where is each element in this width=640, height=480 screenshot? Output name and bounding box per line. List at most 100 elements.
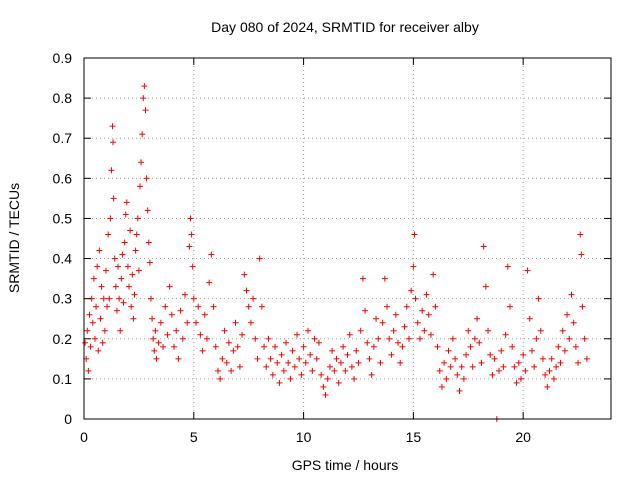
data-point (368, 371, 375, 378)
data-point (228, 367, 235, 374)
data-point (408, 287, 415, 294)
data-point (441, 359, 448, 366)
data-point (537, 327, 544, 334)
data-point (164, 331, 171, 338)
data-point (401, 323, 408, 330)
data-point (234, 343, 241, 350)
data-point (496, 367, 503, 374)
data-point (502, 331, 509, 338)
y-tick-label: 0.9 (53, 50, 73, 66)
data-point (189, 263, 196, 270)
data-point (333, 355, 340, 362)
data-point (511, 363, 518, 370)
data-point (121, 239, 128, 246)
data-point (346, 331, 353, 338)
data-point (108, 167, 115, 174)
data-point (291, 363, 298, 370)
data-point (115, 263, 122, 270)
data-point (269, 371, 276, 378)
data-point (342, 367, 349, 374)
data-point (546, 367, 553, 374)
data-point (109, 123, 116, 130)
data-point (96, 247, 103, 254)
data-point (171, 343, 178, 350)
y-tick-label: 0.4 (53, 251, 73, 267)
data-point (201, 311, 208, 318)
data-point (187, 215, 194, 222)
data-point (144, 207, 151, 214)
data-point (364, 339, 371, 346)
data-point (313, 355, 320, 362)
data-point (566, 335, 573, 342)
data-point (179, 335, 186, 342)
data-point (93, 303, 100, 310)
data-point (366, 355, 373, 362)
data-point (504, 263, 511, 270)
data-point (390, 327, 397, 334)
data-point (107, 215, 114, 222)
data-point (304, 327, 311, 334)
data-point (265, 335, 272, 342)
data-point (199, 347, 206, 354)
data-point (223, 359, 230, 366)
data-point (90, 275, 97, 282)
data-point (149, 315, 156, 322)
data-point (528, 347, 535, 354)
data-point (575, 359, 582, 366)
data-point (166, 283, 173, 290)
data-point (386, 335, 393, 342)
y-tick-label: 0.6 (53, 170, 73, 186)
data-point (263, 363, 270, 370)
data-point (94, 263, 101, 270)
data-point (296, 355, 303, 362)
data-point (177, 307, 184, 314)
data-point (384, 303, 391, 310)
data-point (335, 379, 342, 386)
data-point (280, 367, 287, 374)
data-point (146, 259, 153, 266)
data-point (469, 363, 476, 370)
data-point (135, 267, 142, 274)
data-point (118, 275, 125, 282)
data-point (509, 343, 516, 350)
x-tick-label: 20 (515, 429, 531, 445)
data-point (168, 311, 175, 318)
data-point (403, 303, 410, 310)
data-point (122, 211, 129, 218)
data-point (395, 339, 402, 346)
data-point (91, 335, 98, 342)
y-tick-label: 0.1 (53, 371, 73, 387)
data-point (465, 327, 472, 334)
data-point (214, 367, 221, 374)
data-point (445, 347, 452, 354)
data-point (212, 343, 219, 350)
data-point (559, 327, 566, 334)
data-point (520, 351, 527, 358)
data-point (129, 271, 136, 278)
data-point (102, 267, 109, 274)
data-point (568, 291, 575, 298)
data-point (217, 375, 224, 382)
data-point (557, 359, 564, 366)
data-point (300, 343, 307, 350)
data-point (331, 367, 338, 374)
x-tick-label: 15 (406, 429, 422, 445)
data-point (577, 231, 584, 238)
data-point (463, 351, 470, 358)
data-point (241, 271, 248, 278)
data-point (572, 343, 579, 350)
data-point (471, 335, 478, 342)
data-point (195, 303, 202, 310)
data-point (326, 363, 333, 370)
data-point (427, 331, 434, 338)
data-point (128, 303, 135, 310)
data-point (256, 255, 263, 262)
data-point (182, 291, 189, 298)
chart-title: Day 080 of 2024, SRMTID for receiver alb… (211, 19, 479, 35)
data-point (173, 327, 180, 334)
data-point (351, 375, 358, 382)
data-point (432, 303, 439, 310)
data-point (82, 339, 89, 346)
data-point (239, 331, 246, 338)
data-point (482, 283, 489, 290)
